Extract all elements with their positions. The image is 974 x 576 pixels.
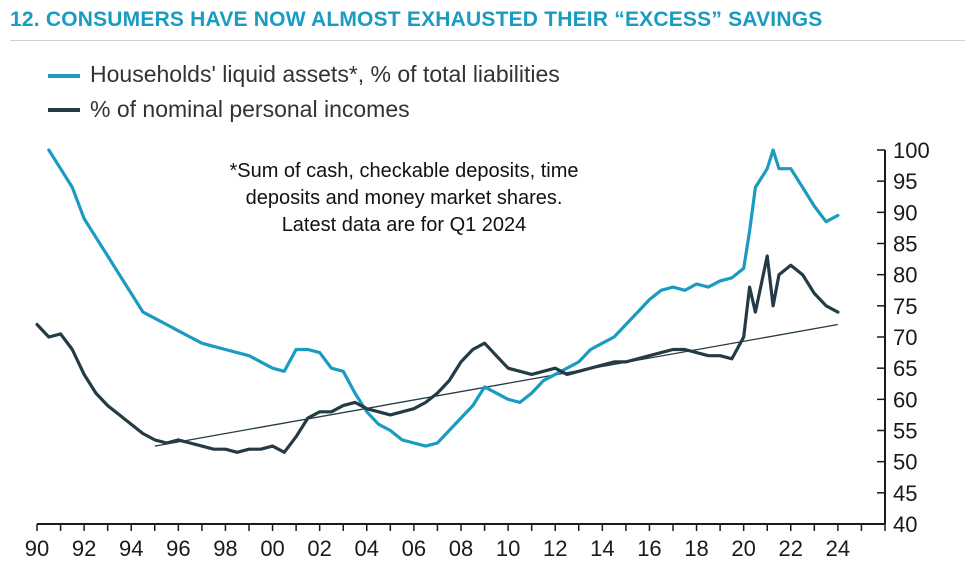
note-line-2: deposits and money market shares. [246,187,563,209]
y-tick-label: 60 [893,387,917,412]
y-tick-label: 40 [893,512,917,537]
y-tick-label: 50 [893,450,917,475]
x-tick-label: 24 [826,536,850,561]
x-tick-label: 22 [779,536,803,561]
y-tick-label: 65 [893,356,917,381]
y-tick-label: 80 [893,263,917,288]
personal-incomes-line [35,254,840,454]
x-tick-label: 04 [355,536,379,561]
y-tick-label: 95 [893,169,917,194]
y-tick-label: 70 [893,325,917,350]
axes: 90 92 94 96 98 00 02 04 06 08 10 12 14 16 18 20 22 24 40 45… [25,138,930,561]
x-tick-label: 90 [25,536,49,561]
liquid-assets-line [47,148,840,448]
x-tick-label: 10 [496,536,520,561]
x-tick-label: 98 [213,536,237,561]
x-tick-label: 14 [590,536,614,561]
title-divider [10,40,965,41]
note-line-3: Latest data are for Q1 2024 [282,214,527,236]
y-tick-label: 75 [893,294,917,319]
y-tick-label: 90 [893,200,917,225]
note-line-1: *Sum of cash, checkable deposits, time [229,160,578,182]
trend-line [154,323,839,447]
legend-label-personal-incomes: % of nominal personal incomes [90,96,410,122]
x-tick-label: 94 [119,536,143,561]
y-tick-label: 85 [893,232,917,257]
x-tick-label: 08 [449,536,473,561]
x-tick-label: 12 [543,536,567,561]
chart-note: *Sum of cash, checkable deposits, time d… [229,160,578,236]
series-group [35,148,840,454]
x-tick-label: 00 [260,536,284,561]
y-tick-label: 55 [893,419,917,444]
x-tick-label: 02 [307,536,331,561]
x-tick-label: 16 [637,536,661,561]
x-tick-label: 92 [72,536,96,561]
legend-label-liquid-assets: Households' liquid assets*, % of total l… [90,61,560,87]
chart-title: 12. CONSUMERS HAVE NOW ALMOST EXHAUSTED … [10,8,823,31]
x-tick-label: 96 [166,536,190,561]
legend: Households' liquid assets*, % of total l… [48,61,560,122]
y-tick-label: 100 [893,138,930,163]
y-tick-label: 45 [893,481,917,506]
x-tick-label: 18 [684,536,708,561]
x-tick-label: 20 [731,536,755,561]
x-tick-label: 06 [402,536,426,561]
